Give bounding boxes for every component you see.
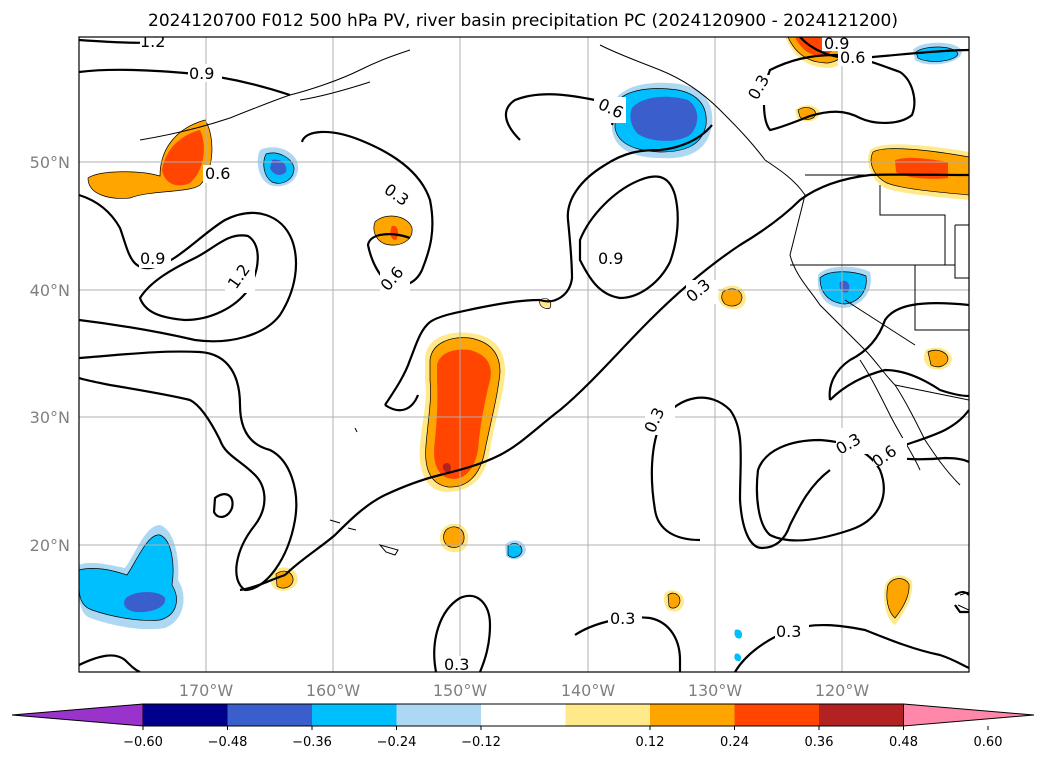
colorbar-segment (227, 704, 313, 726)
lat-label: 50°N (30, 153, 70, 172)
contour-label: 1.2 (140, 32, 165, 51)
lon-label: 120°W (815, 681, 870, 700)
map-panel (79, 37, 969, 672)
lon-label: 170°W (179, 681, 234, 700)
coastlines (139, 44, 969, 611)
colorbar-tick-label: −0.48 (208, 735, 248, 750)
lon-label: 140°W (561, 681, 616, 700)
colorbar-segment (565, 704, 651, 726)
precip-shading (79, 37, 969, 662)
colorbar-segment (481, 704, 566, 726)
contour-label: 0.9 (824, 34, 849, 53)
contour-labels: 1.2 0.9 0.6 0.9 1.2 0.3 0.6 0.6 0.9 0.3 … (139, 32, 907, 674)
colorbar-segment (312, 704, 397, 726)
colorbar-tick-label: −0.60 (123, 735, 163, 750)
colorbar-segment (396, 704, 482, 726)
contour-label: 0.9 (140, 249, 165, 268)
colorbar-tick-label: 0.36 (805, 735, 834, 750)
lon-label: 160°W (306, 681, 361, 700)
colorbar-extend-high (903, 703, 1035, 727)
colorbar-tick-label: −0.12 (461, 735, 501, 750)
contour-label: 0.6 (205, 164, 230, 183)
lat-labels: 50°N 40°N 30°N 20°N (30, 153, 70, 555)
contour-label: 0.3 (610, 609, 635, 628)
colorbar-outline (143, 703, 904, 727)
colorbar-tick-label: −0.24 (377, 735, 417, 750)
colorbar-segment (143, 704, 228, 726)
colorbar-tick-label: 0.12 (636, 735, 665, 750)
contour-label: 0.9 (598, 249, 623, 268)
colorbar-extend-low (11, 703, 144, 727)
contour-label: 0.3 (776, 622, 801, 641)
colorbar-segment (819, 704, 904, 726)
colorbar-segment (650, 704, 735, 726)
colorbar-tick-label: 0.24 (720, 735, 749, 750)
lon-label: 150°W (433, 681, 488, 700)
colorbar-tick-label: −0.36 (292, 735, 332, 750)
colorbar-tick-label: 0.60 (974, 735, 1003, 750)
lat-label: 30°N (30, 408, 70, 427)
colorbar-segment (734, 704, 820, 726)
map-frame (78, 36, 970, 673)
lon-labels: 170°W 160°W 150°W 140°W 130°W 120°W (179, 681, 870, 700)
lat-label: 20°N (30, 536, 70, 555)
contour-label: 0.9 (189, 64, 214, 83)
lat-label: 40°N (30, 281, 70, 300)
colorbar-tick-label: 0.48 (889, 735, 918, 750)
contour-label: 0.3 (444, 655, 469, 674)
lon-label: 130°W (688, 681, 743, 700)
colorbar: −0.60 −0.48 −0.36 −0.24 −0.12 0.12 0.24 0.36 0.4… (11, 703, 1035, 750)
map-title: 2024120700 F012 500 hPa PV, river basin … (148, 11, 898, 31)
contour-label: 0.6 (840, 48, 865, 67)
